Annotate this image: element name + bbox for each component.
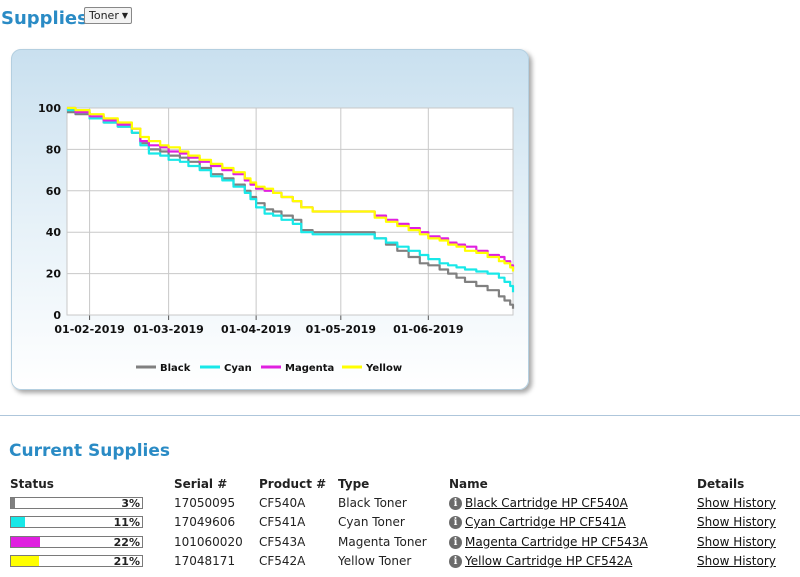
info-icon[interactable]: i bbox=[449, 535, 462, 549]
col-type: Type bbox=[338, 477, 370, 491]
show-history-link[interactable]: Show History bbox=[697, 495, 776, 510]
name-cell: i Cyan Cartridge HP CF541A bbox=[449, 513, 697, 533]
supplies-table: Status Serial # Product # Type Name Deta… bbox=[10, 475, 797, 571]
show-history-link[interactable]: Show History bbox=[697, 554, 776, 569]
cartridge-link[interactable]: Black Cartridge HP CF540A bbox=[465, 495, 628, 510]
y-tick-label: 60 bbox=[46, 185, 62, 198]
y-tick-label: 100 bbox=[38, 102, 61, 115]
details-cell: Show History bbox=[697, 493, 797, 513]
table-row: 21% 17048171 CF542A Yellow Toner i Yellow… bbox=[10, 552, 797, 572]
name-cell: i Magenta Cartridge HP CF543A bbox=[449, 532, 697, 552]
show-history-link[interactable]: Show History bbox=[697, 515, 776, 530]
level-bar: 22% bbox=[10, 535, 143, 549]
current-supplies-title: Current Supplies bbox=[9, 441, 171, 461]
info-icon[interactable]: i bbox=[449, 555, 462, 569]
level-bar: 21% bbox=[10, 555, 143, 569]
serial-cell: 17048171 bbox=[174, 554, 236, 569]
legend-label-yellow: Yellow bbox=[365, 363, 402, 374]
name-cell: i Yellow Cartridge HP CF542A bbox=[449, 552, 697, 572]
x-tick-label: 01-05-2019 bbox=[306, 323, 376, 336]
details-cell: Show History bbox=[697, 513, 797, 533]
level-percent: 11% bbox=[113, 516, 140, 530]
col-serial: Serial # bbox=[174, 477, 228, 491]
level-bar-fill bbox=[11, 497, 15, 508]
cartridge-link[interactable]: Magenta Cartridge HP CF543A bbox=[465, 534, 648, 549]
section-divider bbox=[0, 415, 800, 416]
x-tick-label: 01-04-2019 bbox=[221, 323, 291, 336]
y-tick-label: 20 bbox=[46, 268, 62, 281]
plot-border bbox=[66, 107, 514, 316]
supply-type-value: Toner bbox=[89, 9, 119, 22]
type-cell: Cyan Toner bbox=[338, 515, 405, 530]
serial-cell: 17050095 bbox=[174, 495, 236, 510]
col-name: Name bbox=[449, 477, 488, 491]
supplies-chart: 0 20 40 60 80 100 01-02-2019 01-03-2019 01-04-20… bbox=[38, 102, 515, 374]
col-details: Details bbox=[697, 477, 745, 491]
col-status: Status bbox=[10, 477, 54, 491]
cartridge-link[interactable]: Yellow Cartridge HP CF542A bbox=[465, 554, 633, 569]
details-cell: Show History bbox=[697, 552, 797, 572]
level-bar: 11% bbox=[10, 516, 143, 530]
series-line-yellow bbox=[67, 106, 515, 272]
serial-cell: 101060020 bbox=[174, 534, 243, 549]
level-bar-fill bbox=[11, 556, 39, 567]
chevron-down-icon: ▼ bbox=[121, 11, 128, 20]
show-history-link[interactable]: Show History bbox=[697, 534, 776, 549]
table-row: 11% 17049606 CF541A Cyan Toner i Cyan Car… bbox=[10, 513, 797, 533]
x-tick-label: 01-06-2019 bbox=[393, 323, 463, 336]
y-tick-label: 80 bbox=[46, 143, 62, 156]
series-line-cyan bbox=[67, 109, 515, 293]
serial-cell: 17049606 bbox=[174, 515, 236, 530]
type-cell: Yellow Toner bbox=[338, 554, 412, 569]
product-cell: CF541A bbox=[259, 515, 306, 530]
table-row: 22% 101060020 CF543A Magenta Toner i Mage… bbox=[10, 532, 797, 552]
page-title: Supplies bbox=[1, 8, 88, 29]
info-icon[interactable]: i bbox=[449, 496, 462, 510]
supply-type-select[interactable]: Toner ▼ bbox=[84, 7, 132, 24]
x-tick-label: 01-02-2019 bbox=[54, 323, 124, 336]
level-bar: 3% bbox=[10, 496, 143, 510]
chart-panel: 0 20 40 60 80 100 01-02-2019 01-03-2019 01-04-20… bbox=[11, 49, 529, 390]
y-tick-label: 0 bbox=[53, 309, 61, 322]
col-product: Product # bbox=[259, 477, 327, 491]
legend-label-magenta: Magenta bbox=[285, 363, 334, 374]
table-header-row: Status Serial # Product # Type Name Deta… bbox=[10, 475, 797, 493]
info-icon[interactable]: i bbox=[449, 516, 462, 530]
name-cell: i Black Cartridge HP CF540A bbox=[449, 493, 697, 513]
type-cell: Magenta Toner bbox=[338, 534, 427, 549]
table-row: 3% 17050095 CF540A Black Toner i Black Ca… bbox=[10, 493, 797, 513]
level-bar-fill bbox=[11, 536, 40, 547]
legend-label-black: Black bbox=[160, 363, 191, 374]
product-cell: CF542A bbox=[259, 554, 306, 569]
level-bar-fill bbox=[11, 517, 26, 528]
type-cell: Black Toner bbox=[338, 495, 407, 510]
plot-area bbox=[67, 108, 513, 315]
y-tick-label: 40 bbox=[46, 226, 62, 239]
level-percent: 3% bbox=[121, 496, 140, 510]
level-percent: 22% bbox=[113, 535, 140, 549]
cartridge-link[interactable]: Cyan Cartridge HP CF541A bbox=[465, 515, 626, 530]
legend-label-cyan: Cyan bbox=[224, 363, 252, 374]
product-cell: CF543A bbox=[259, 534, 306, 549]
level-percent: 21% bbox=[113, 555, 140, 569]
details-cell: Show History bbox=[697, 532, 797, 552]
x-tick-label: 01-03-2019 bbox=[133, 323, 203, 336]
product-cell: CF540A bbox=[259, 495, 306, 510]
